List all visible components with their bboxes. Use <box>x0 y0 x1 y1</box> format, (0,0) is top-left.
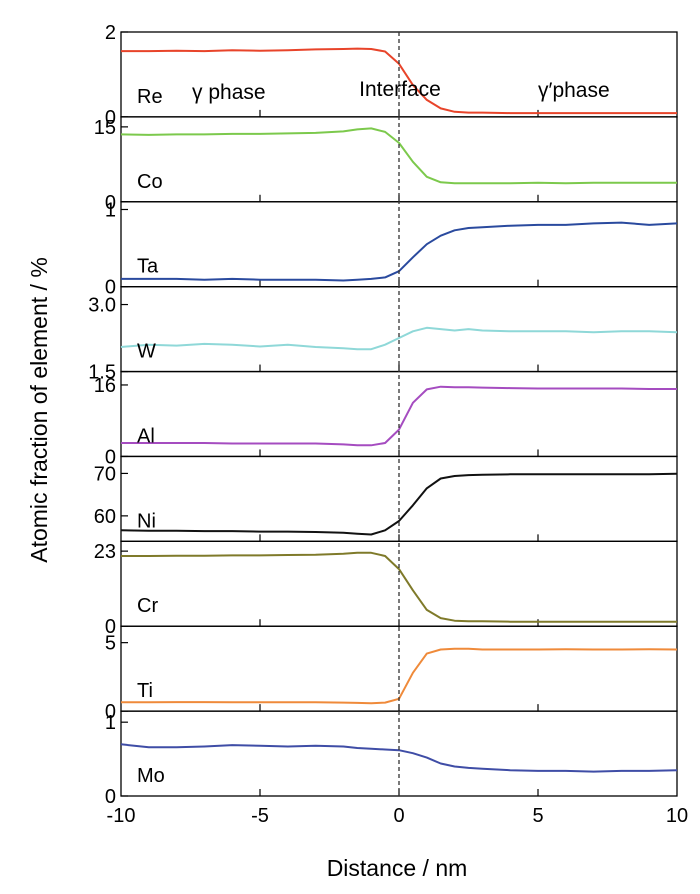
y-tick-label: 3.0 <box>88 295 116 317</box>
interface-label: Interface <box>359 78 441 101</box>
x-tick-label: -10 <box>107 805 136 827</box>
y-tick-label: 15 <box>94 117 116 139</box>
x-tick-label: -5 <box>251 805 269 827</box>
panel-mo: 0 1 Mo <box>105 710 678 808</box>
y-tick-label: 0 <box>105 192 116 214</box>
panel-al: 0 16 Al <box>94 370 678 468</box>
element-label-co: Co <box>137 171 163 193</box>
panel-ti: 0 5 Ti <box>105 625 678 723</box>
series-line-ti <box>121 647 678 705</box>
series-line-w <box>120 326 678 351</box>
gamma-phase-label: γ phase <box>192 81 266 104</box>
y-tick-label: 0 <box>105 107 116 129</box>
element-label-ti: Ti <box>137 680 153 702</box>
series-line-ta <box>121 221 678 282</box>
panel-ta: 0 1 Ta <box>105 199 678 299</box>
x-axis: -10 -5 0 5 10 <box>107 805 689 827</box>
panel-w: 1.5 3.0 W <box>88 286 678 384</box>
series-line-co <box>120 127 677 185</box>
element-label-ni: Ni <box>137 510 156 532</box>
element-label-al: Al <box>137 425 155 447</box>
y-tick-label: 0 <box>105 786 116 808</box>
y-tick-label: 0 <box>105 701 116 723</box>
x-tick-label: 10 <box>666 805 688 827</box>
chart-panels: 02Re015Co01Ta1.53.0W016Al6070Ni023Cr05Ti… <box>88 22 678 808</box>
x-tick-label: 5 <box>532 805 543 827</box>
panel-co: 0 15 Co <box>94 116 678 214</box>
y-tick-label: 2 <box>105 22 116 44</box>
y-tick-label: 70 <box>94 463 116 485</box>
panel-re: 0 2 Re <box>105 22 678 129</box>
panel-ni: 60 70 Ni <box>94 455 678 542</box>
element-label-w: W <box>137 341 156 363</box>
series-line-ni <box>120 472 678 536</box>
series-line-cr <box>121 551 677 623</box>
element-label-ta: Ta <box>137 256 159 278</box>
series-line-re <box>121 47 677 115</box>
gamma-prime-phase-label: γ′phase <box>538 79 610 102</box>
element-label-re: Re <box>137 86 163 108</box>
series-line-mo <box>120 743 678 773</box>
x-axis-title: Distance / nm <box>327 855 468 881</box>
element-label-mo: Mo <box>137 765 165 787</box>
y-tick-label: 0 <box>105 446 116 468</box>
element-label-cr: Cr <box>137 595 158 617</box>
y-tick-label: 60 <box>94 506 116 528</box>
y-axis-title: Atomic fraction of element / % <box>26 257 52 563</box>
panel-cr: 0 23 Cr <box>94 540 678 638</box>
y-tick-label: 1 <box>105 199 116 221</box>
y-tick-label: 1 <box>105 712 116 734</box>
y-tick-label: 1.5 <box>88 362 116 384</box>
series-line-al <box>121 385 677 447</box>
y-tick-label: 23 <box>94 541 116 563</box>
x-tick-label: 0 <box>393 805 404 827</box>
y-tick-label: 16 <box>94 375 116 397</box>
y-tick-label: 0 <box>105 616 116 638</box>
y-tick-label: 5 <box>105 633 116 655</box>
y-tick-label: 0 <box>105 277 116 299</box>
